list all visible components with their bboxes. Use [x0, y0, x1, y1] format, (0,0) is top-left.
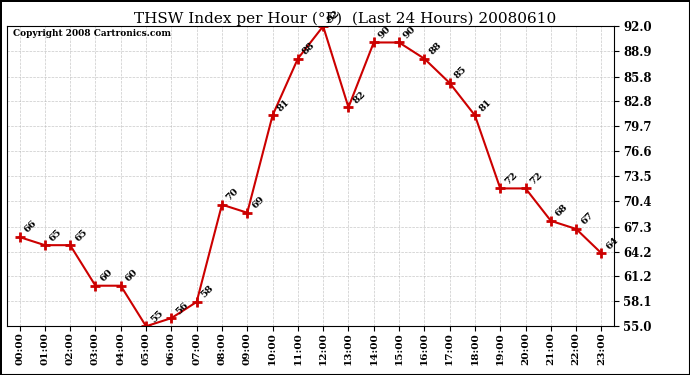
Text: 68: 68 [553, 203, 569, 219]
Text: 72: 72 [503, 170, 519, 186]
Text: 85: 85 [453, 65, 469, 81]
Text: 55: 55 [149, 308, 165, 324]
Text: THSW Index per Hour (°F)  (Last 24 Hours) 20080610: THSW Index per Hour (°F) (Last 24 Hours)… [134, 11, 556, 26]
Text: 81: 81 [275, 98, 291, 113]
Text: 65: 65 [73, 227, 89, 243]
Text: 90: 90 [402, 24, 418, 40]
Text: 67: 67 [579, 211, 595, 227]
Text: 58: 58 [199, 284, 215, 300]
Text: 88: 88 [301, 40, 317, 57]
Text: 90: 90 [377, 24, 393, 40]
Text: 92: 92 [326, 8, 342, 24]
Text: Copyright 2008 Cartronics.com: Copyright 2008 Cartronics.com [13, 29, 171, 38]
Text: 81: 81 [477, 98, 493, 113]
Text: 69: 69 [250, 195, 266, 211]
Text: 66: 66 [22, 219, 38, 235]
Text: 88: 88 [427, 40, 443, 57]
Text: 60: 60 [124, 267, 139, 284]
Text: 65: 65 [48, 227, 63, 243]
Text: 56: 56 [174, 300, 190, 316]
Text: 82: 82 [351, 89, 367, 105]
Text: 64: 64 [604, 235, 620, 251]
Text: 60: 60 [98, 267, 115, 284]
Text: 70: 70 [225, 186, 241, 202]
Text: 72: 72 [529, 170, 544, 186]
